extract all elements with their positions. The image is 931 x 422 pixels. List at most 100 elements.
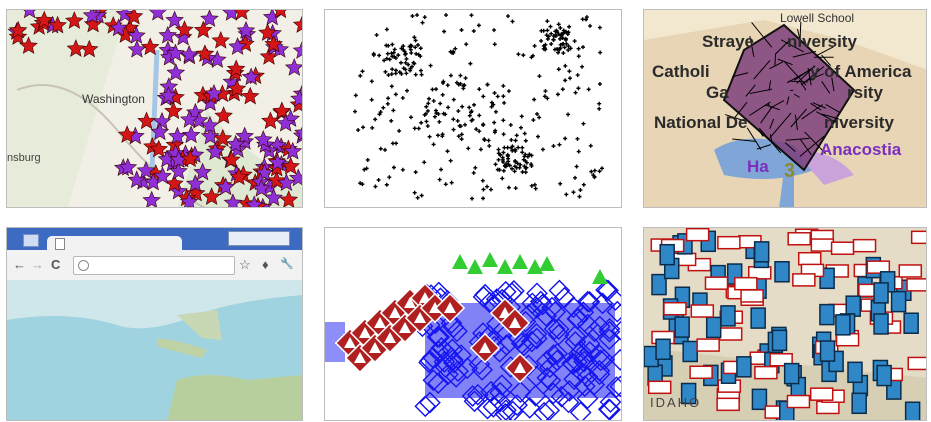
microphone-icon[interactable]: ♦ — [262, 257, 269, 272]
point-marker — [558, 25, 563, 30]
boundary-line — [749, 88, 773, 95]
star-marker — [124, 10, 144, 25]
boundary-line — [790, 108, 808, 128]
point-marker — [451, 127, 456, 132]
star-marker — [236, 21, 256, 39]
washington-stars-map-tile[interactable]: Washington nsburg — [6, 9, 303, 208]
point-marker — [555, 92, 560, 97]
address-bar[interactable] — [73, 256, 235, 275]
boundary-line — [815, 46, 834, 57]
point-marker — [495, 94, 500, 99]
point-marker — [404, 56, 409, 61]
fire-truck-icon — [910, 230, 926, 245]
point-marker — [568, 46, 573, 51]
point-marker — [459, 27, 464, 32]
point-marker — [500, 176, 505, 181]
star-marker — [276, 113, 295, 132]
point-marker — [559, 33, 564, 38]
point-marker — [431, 142, 436, 147]
dc-universities-map-tile[interactable]: Lowell School Straye niversity Catholi y… — [643, 9, 927, 208]
back-icon[interactable]: ← — [13, 257, 26, 272]
boundary-line — [777, 58, 793, 66]
point-marker — [460, 104, 465, 109]
boundary-line — [821, 113, 840, 120]
fire-truck-icon — [754, 365, 778, 380]
point-marker — [420, 20, 425, 25]
point-marker — [510, 19, 515, 24]
point-marker — [418, 54, 423, 59]
point-marker — [407, 44, 412, 49]
point-marker — [477, 113, 482, 118]
scatter-points-map-tile[interactable] — [324, 9, 622, 208]
point-marker — [404, 71, 409, 76]
polygon-outline — [609, 348, 621, 371]
boundary-line — [753, 60, 771, 80]
boundary-line — [758, 127, 782, 154]
point-marker — [520, 170, 525, 175]
point-marker — [529, 153, 534, 158]
browser-tab[interactable] — [47, 236, 182, 250]
fire-trucks-map-tile[interactable]: IDAHO — [643, 227, 927, 421]
point-marker — [473, 165, 478, 170]
point-marker — [445, 149, 450, 154]
point-marker — [546, 34, 551, 39]
point-marker — [382, 58, 387, 63]
star-marker — [235, 126, 254, 145]
star-marker — [127, 26, 146, 44]
point-marker — [391, 108, 396, 113]
point-marker — [501, 159, 506, 164]
point-marker — [353, 93, 358, 98]
point-marker — [406, 62, 411, 67]
boundary-line — [788, 80, 809, 83]
boundary-line — [745, 84, 756, 97]
star-marker — [34, 10, 54, 29]
fire-map-canvas — [644, 228, 926, 420]
vehicle-icon — [736, 356, 752, 378]
national-tail-label: niversity — [824, 113, 894, 132]
point-marker — [419, 193, 424, 198]
warning-icon — [384, 332, 396, 343]
point-marker — [509, 137, 514, 142]
point-marker — [501, 168, 506, 173]
point-marker — [456, 134, 461, 139]
polygon-markers-map-tile[interactable] — [324, 227, 622, 421]
boundary-line — [821, 81, 831, 94]
vehicle-icon — [904, 401, 921, 420]
triangle-marker — [539, 256, 555, 271]
point-marker — [491, 102, 496, 107]
vehicle-icon — [682, 340, 698, 363]
star-marker — [115, 10, 135, 23]
boundary-line — [732, 138, 756, 142]
fire-truck-icon — [898, 264, 923, 278]
point-marker — [571, 190, 576, 195]
bookmark-star-icon[interactable]: ☆ — [239, 257, 251, 272]
browser-map-tile[interactable]: ← → C ☆ ♦ 🔧 — [6, 227, 303, 421]
window-controls[interactable] — [228, 231, 290, 246]
star-marker — [165, 10, 184, 29]
point-marker — [398, 60, 403, 65]
point-marker — [415, 43, 420, 48]
point-marker — [453, 46, 458, 51]
point-marker — [427, 134, 432, 139]
point-marker — [422, 112, 427, 117]
reload-icon[interactable]: C — [51, 257, 61, 272]
star-marker — [166, 43, 185, 62]
boundary-line — [800, 81, 807, 91]
star-marker — [127, 39, 147, 58]
point-marker — [356, 128, 361, 133]
point-marker — [501, 83, 506, 88]
forward-icon[interactable]: → — [31, 257, 44, 272]
wrench-icon[interactable]: 🔧 — [280, 258, 294, 270]
star-marker — [150, 122, 170, 141]
page-info-icon[interactable] — [78, 260, 89, 271]
point-marker — [408, 68, 413, 73]
star-marker — [228, 37, 247, 55]
fire-truck-icon — [716, 397, 740, 412]
point-marker — [477, 87, 482, 92]
point-marker — [400, 95, 405, 100]
point-marker — [495, 167, 500, 172]
point-marker — [419, 120, 424, 125]
point-marker — [513, 186, 518, 191]
ocean-map-canvas — [7, 280, 302, 420]
point-marker — [481, 94, 486, 99]
